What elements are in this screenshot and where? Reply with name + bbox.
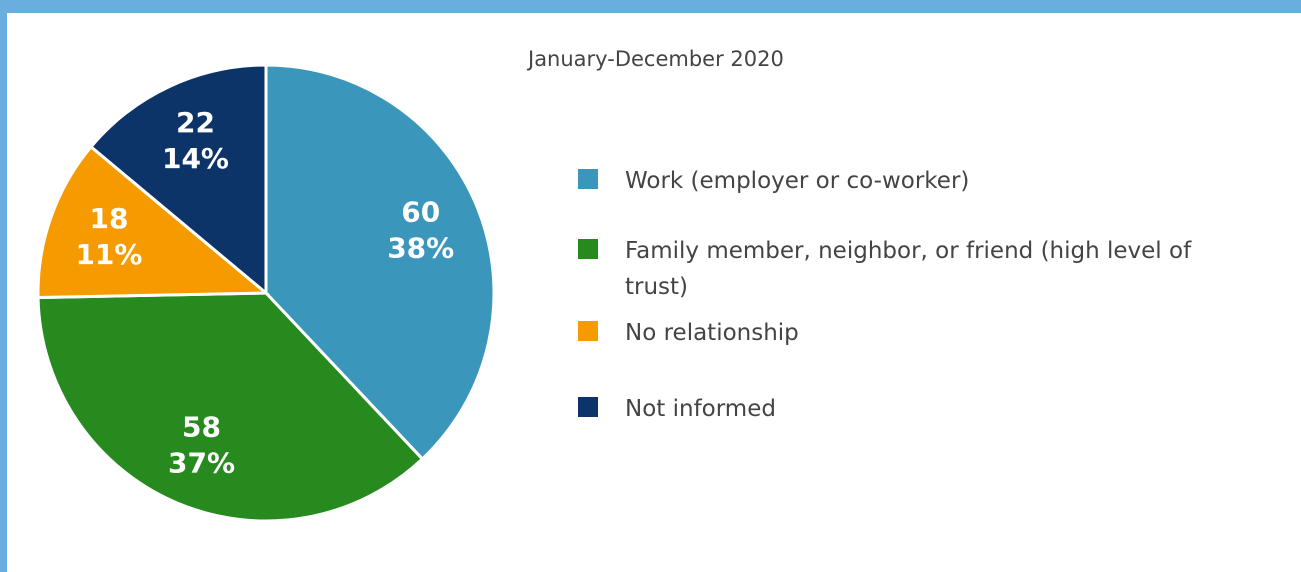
legend-label: No relationship [625,320,799,346]
legend-item: Not informed [578,391,1238,427]
legend-swatch [578,239,598,259]
pie-slice [264,63,496,462]
value-label: 58 [182,410,221,443]
legend-label: Not informed [625,396,776,422]
pie-slice [36,144,271,300]
legend-item: No relationship [578,315,1238,351]
percent-label: 14% [162,142,229,175]
legend-item: Work (employer or co-worker) [578,163,1238,199]
legend-swatch [578,169,598,189]
chart-subtitle: January-December 2020 [528,47,784,71]
pie-slice [36,291,425,523]
percent-label: 11% [75,238,142,271]
legend-swatch [578,397,598,417]
pie-slice [88,63,268,297]
percent-label: 37% [168,446,235,479]
value-label: 60 [401,196,440,229]
percent-label: 38% [387,232,454,265]
legend-label: Family member, neighbor, or friend (high… [625,238,1192,300]
legend-swatch [578,321,598,341]
value-label: 18 [89,202,128,235]
value-label: 22 [176,106,215,139]
legend-item: Family member, neighbor, or friend (high… [578,233,1238,305]
legend-label: Work (employer or co-worker) [625,168,970,194]
